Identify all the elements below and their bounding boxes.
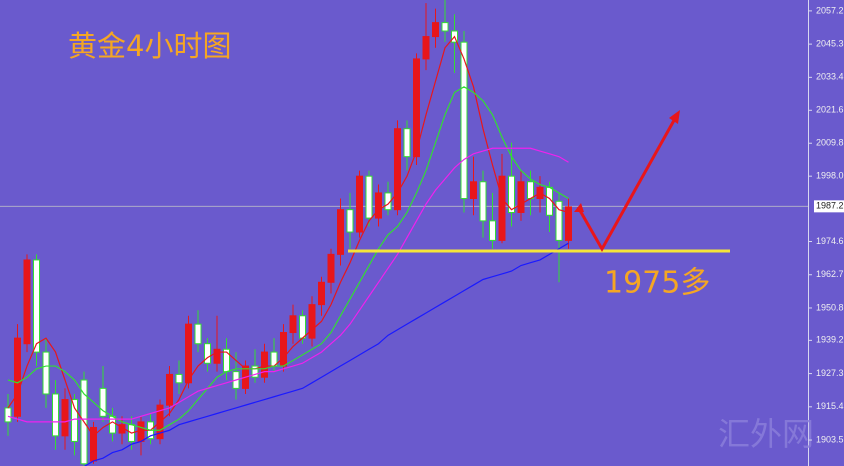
candle-body (213, 348, 221, 364)
candle-body (498, 175, 506, 241)
candle-body (14, 337, 21, 417)
candle-body (175, 373, 183, 384)
arrow-head (669, 110, 680, 124)
moving-average-line (7, 147, 569, 423)
candle-body (413, 58, 420, 158)
y-tick-label: 1962.7 (816, 269, 844, 279)
plot-area (0, 0, 808, 466)
candle-body (204, 343, 211, 364)
y-tick-label: 2021.6 (816, 105, 844, 115)
candle-body (365, 175, 373, 219)
y-tick-label: 2033.4 (816, 72, 844, 82)
candle-body (289, 315, 297, 334)
y-tick-label: 2045.3 (816, 38, 844, 48)
candle-body (137, 421, 145, 442)
candle-body (394, 128, 401, 211)
candle-body (52, 393, 59, 437)
candle-body (327, 253, 335, 283)
candle-body (422, 36, 430, 60)
candle-body (42, 351, 50, 395)
moving-average-line (7, 86, 569, 431)
y-tick-label: 1903.5 (816, 434, 844, 444)
candle-body (251, 365, 259, 378)
candle-body (318, 281, 325, 306)
candle-body (166, 373, 173, 406)
annotation: 1975多 (604, 266, 710, 301)
candle-body (470, 181, 477, 200)
candle-body (299, 315, 306, 339)
candle-body (508, 175, 515, 213)
candle-body (71, 399, 78, 442)
candle-body (346, 209, 354, 233)
candle-body (23, 259, 31, 345)
candle-body (489, 220, 496, 241)
y-tick-label: 1950.8 (816, 302, 844, 312)
y-tick-label: 2009.8 (816, 138, 844, 148)
candle-body (565, 206, 572, 241)
candle-body (460, 41, 468, 200)
y-tick-label: 1974.6 (816, 236, 844, 246)
moving-average-line (83, 242, 569, 466)
candle-body (441, 22, 449, 32)
candle-body (527, 181, 534, 200)
candle-body (517, 181, 525, 213)
candle-body (555, 200, 563, 241)
candle-body (479, 181, 487, 222)
candle-body (61, 399, 69, 437)
candle-body (194, 323, 202, 345)
candle-body (99, 387, 107, 417)
candle-body (375, 192, 382, 219)
arrow-head (574, 203, 584, 212)
chart-title: 黄金4小时图 (68, 29, 231, 63)
current-price-box (814, 200, 844, 213)
forecast-arrow (576, 114, 679, 253)
y-tick-label: 1915.4 (816, 401, 844, 411)
current-price-label: 1987.2 (816, 201, 844, 211)
y-tick-label: 1927.3 (816, 368, 844, 378)
y-tick-label: 1939.2 (816, 335, 844, 345)
candle-body (403, 128, 411, 158)
candle-body (4, 407, 12, 423)
y-tick-label: 2057.2 (816, 5, 844, 15)
candle-body (261, 351, 268, 378)
candle-body (33, 259, 40, 353)
y-tick-label: 1998.0 (816, 171, 844, 181)
watermark: 汇外网 (718, 415, 814, 453)
candle-body (280, 332, 287, 367)
candle-body (356, 175, 363, 233)
candle-body (337, 209, 344, 255)
candle-body (432, 22, 439, 38)
candle-body (185, 323, 192, 384)
candle-body (308, 304, 316, 339)
